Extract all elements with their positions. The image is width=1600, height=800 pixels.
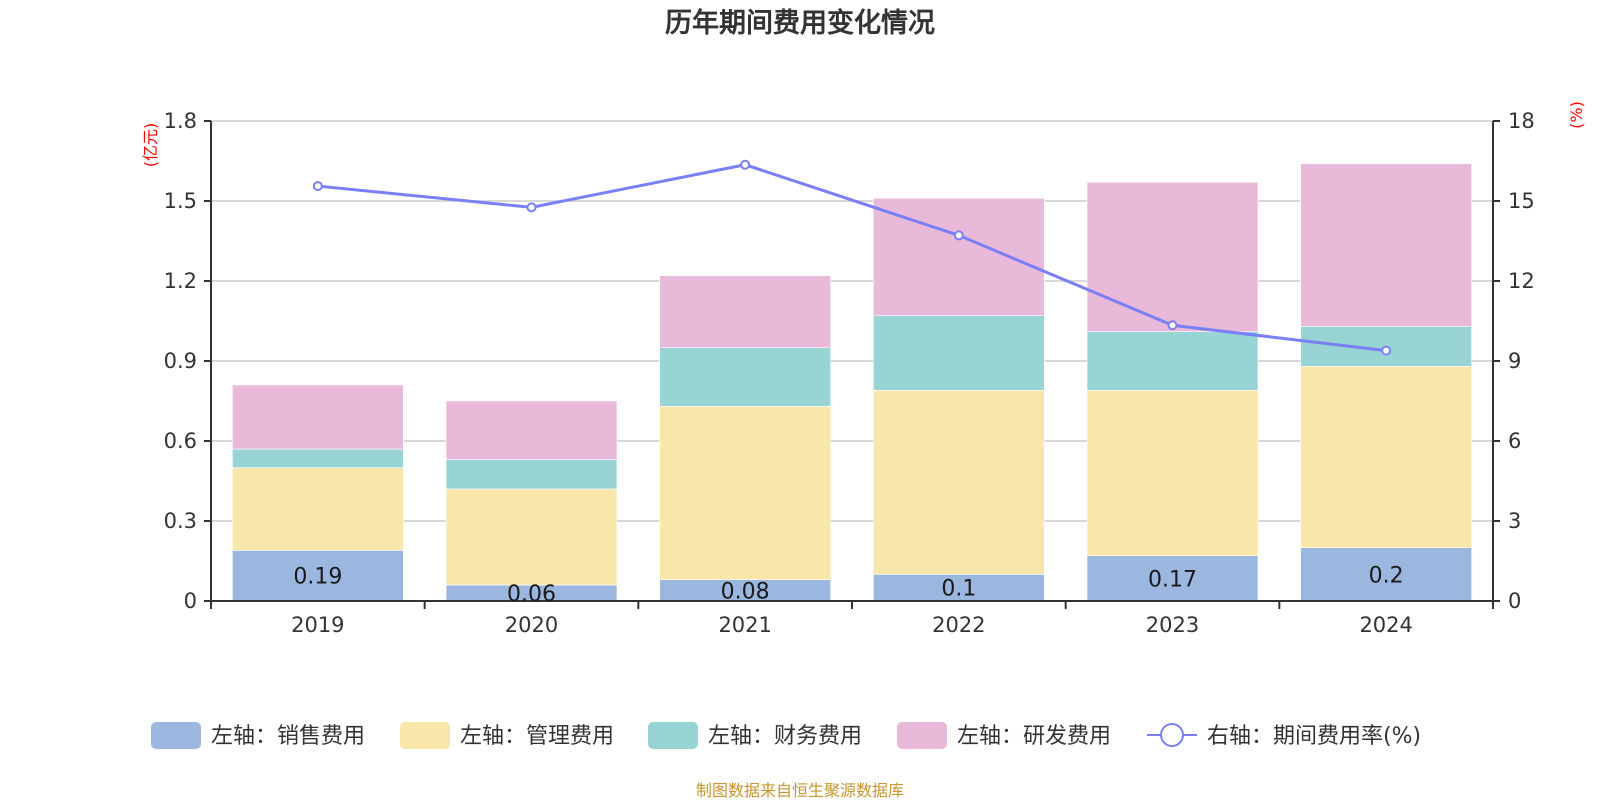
rate-point <box>526 202 537 213</box>
bar-segment <box>1300 366 1472 548</box>
bar-segment <box>659 275 831 348</box>
bar-value-label: 0.19 <box>293 565 342 590</box>
bar-value-label: 0.06 <box>507 582 556 607</box>
legend-circle-icon <box>1160 723 1184 747</box>
bar-segment <box>1300 163 1472 327</box>
right-axis-tick-label: 18 <box>1508 109 1535 133</box>
footer-source: 制图数据来自恒生聚源数据库 <box>696 781 904 800</box>
bar-segment <box>1300 547 1472 602</box>
legend-label: 右轴：期间费用率(%) <box>1207 724 1421 749</box>
bar-segment <box>1086 390 1259 556</box>
left-axis-tick-label: 0.3 <box>164 509 197 533</box>
bar-labels: 0.19 0.06 0.08 0.1 0.17 0.2 <box>293 563 1403 607</box>
right-axis-tick-label: 15 <box>1508 189 1535 213</box>
rate-point <box>1167 320 1178 331</box>
legend-swatch <box>648 722 698 749</box>
x-axis-tick-label: 2024 <box>1359 613 1412 637</box>
legend: 左轴：销售费用 左轴：管理费用 左轴：财务费用 左轴：研发费用 右轴：期间费用率(%) <box>151 722 1421 749</box>
rate-point <box>953 230 964 241</box>
legend-label: 左轴：研发费用 <box>957 724 1111 749</box>
left-axis-tick-label: 1.8 <box>164 109 197 133</box>
bar-segment <box>445 488 618 586</box>
bar-value-label: 0.08 <box>721 579 770 604</box>
left-axis-tick-label: 1.2 <box>164 269 197 293</box>
legend-label: 左轴：销售费用 <box>211 724 365 749</box>
right-axis-tick-label: 12 <box>1508 269 1535 293</box>
rate-point <box>740 159 751 170</box>
x-axis-tick-label: 2022 <box>932 613 985 637</box>
bar-value-label: 0.17 <box>1148 567 1197 592</box>
legend-label: 左轴：管理费用 <box>460 724 614 749</box>
bar-segment <box>1086 182 1259 332</box>
bar-segment <box>232 448 404 468</box>
x-axis-tick-label: 2020 <box>505 613 558 637</box>
rate-point <box>1381 345 1392 356</box>
bar-segment <box>1086 331 1259 391</box>
left-axis-tick-label: 0 <box>184 589 197 613</box>
right-axis-tick-label: 6 <box>1508 429 1521 453</box>
bar-segment <box>445 400 618 460</box>
left-axis-tick-label: 0.6 <box>164 429 197 453</box>
bar-value-label: 0.2 <box>1369 563 1404 588</box>
chart-title: 历年期间费用变化情况 <box>665 7 935 39</box>
bar-segment <box>873 315 1045 391</box>
rate-line <box>312 159 1392 356</box>
bars <box>232 163 1472 602</box>
right-axis-tick-label: 3 <box>1508 509 1521 533</box>
axes: 0 0.3 0.6 0.9 1.2 1.5 1.8 0 3 6 9 12 15 18 2019 2020 202… <box>164 109 1535 637</box>
left-axis-unit: (亿元) <box>141 123 160 168</box>
bar-segment <box>659 406 831 580</box>
bar-segment <box>232 467 404 551</box>
bar-value-label: 0.1 <box>941 577 976 602</box>
rate-point <box>312 181 323 192</box>
x-axis-tick-label: 2019 <box>291 613 344 637</box>
bar-segment <box>659 347 831 407</box>
legend-label: 左轴：财务费用 <box>708 724 862 749</box>
left-axis-tick-label: 0.9 <box>164 349 197 373</box>
right-axis-tick-label: 9 <box>1508 349 1521 373</box>
bar-segment <box>873 390 1045 575</box>
legend-swatch <box>151 722 201 749</box>
bar-segment <box>445 459 618 490</box>
rate-line-path <box>317 163 1387 353</box>
bar-segment <box>232 384 404 450</box>
right-axis-unit: (%) <box>1567 101 1586 129</box>
left-axis-tick-label: 1.5 <box>164 189 197 213</box>
legend-swatch <box>897 722 947 749</box>
x-axis-tick-label: 2021 <box>718 613 771 637</box>
x-axis-tick-label: 2023 <box>1146 613 1199 637</box>
legend-swatch <box>400 722 450 749</box>
right-axis-tick-label: 0 <box>1508 589 1521 613</box>
